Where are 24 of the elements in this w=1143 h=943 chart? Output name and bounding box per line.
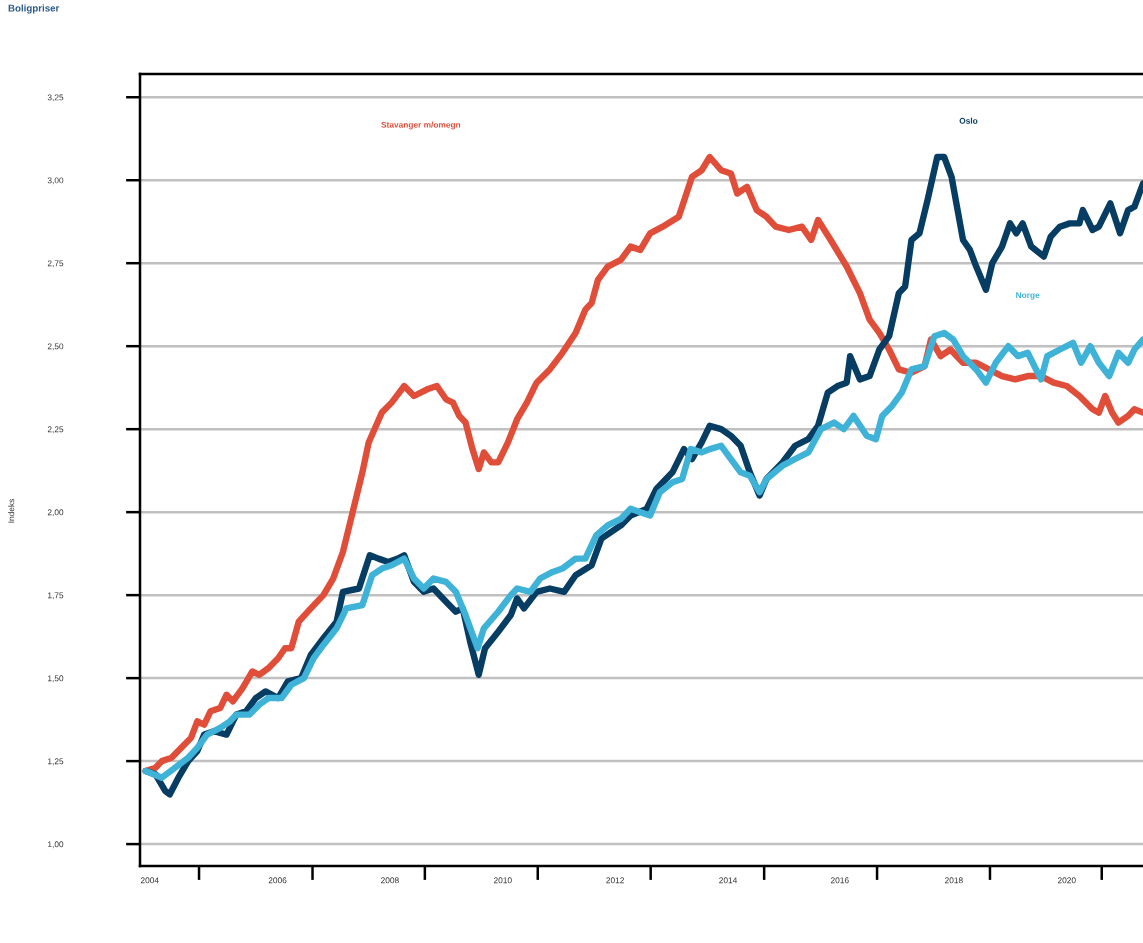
x-tick-label: 2008 [381,877,399,884]
y-tick-label: 3,00 [47,177,64,185]
y-axis-title: Indeks [8,499,15,523]
x-tick-label: 2014 [719,877,738,884]
x-tick-label: 2004 [140,877,159,884]
text: Stavanger m/omegn [381,121,461,130]
y-tick-label: 2,75 [47,260,64,268]
y-tick-label: 2,25 [47,426,64,434]
y-tick-label: 1,50 [48,675,64,683]
text: Norge [1016,292,1040,300]
text: Oslo [959,117,978,124]
y-tick-label: 1,00 [48,841,64,849]
x-tick-label: 2020 [1057,877,1076,884]
y-tick-label: 1,25 [48,758,64,766]
y-tick-label: 1,75 [48,592,64,600]
y-tick-label: 2,50 [47,343,64,351]
text: Boligpriser [8,4,60,14]
x-tick-label: 2018 [945,877,963,884]
x-tick-label: 2016 [830,877,849,884]
x-tick-label: 2012 [606,877,624,884]
y-tick-label: 2,00 [47,509,64,517]
x-tick-label: 2006 [268,877,287,884]
x-tick-label: 2010 [493,877,512,884]
y-tick-label: 3,25 [47,94,64,102]
